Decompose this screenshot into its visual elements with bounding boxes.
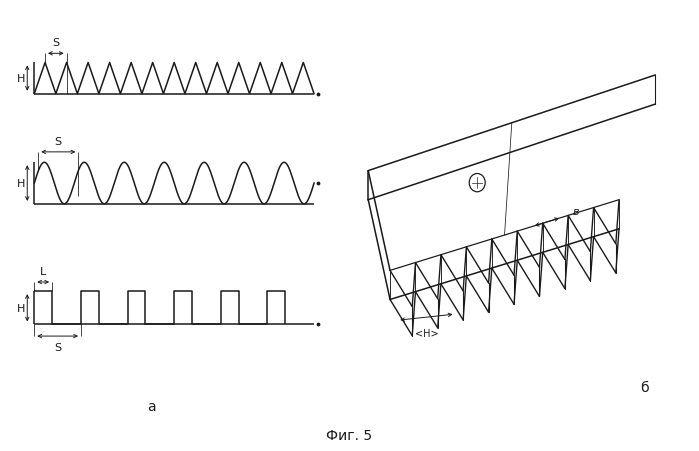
Text: H: H (17, 303, 26, 313)
Text: б: б (640, 380, 649, 394)
Text: L: L (40, 267, 46, 276)
Text: <H>: <H> (415, 328, 438, 338)
Text: H: H (17, 74, 26, 84)
Text: S: S (54, 342, 62, 352)
Text: в: в (572, 207, 579, 216)
Text: Фиг. 5: Фиг. 5 (326, 428, 373, 442)
Text: S: S (55, 137, 62, 147)
Text: H: H (17, 179, 26, 189)
Text: а: а (147, 399, 156, 413)
Text: S: S (52, 38, 59, 48)
